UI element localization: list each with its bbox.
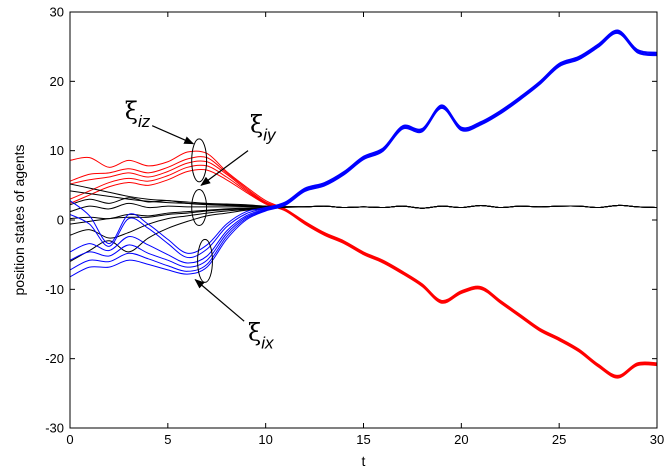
y-tick-label: 10 [50, 143, 64, 158]
series-line-z-1 [70, 156, 657, 377]
y-tick-label: 0 [57, 213, 64, 228]
axis-ticks: 0 5 10 15 20 25 30 -30 -20 -10 0 10 20 30 [45, 5, 664, 448]
xi-ix-ellipse [197, 238, 213, 283]
y-tick-label: -10 [45, 282, 64, 297]
x-tick-label: 5 [164, 432, 171, 447]
xi-ix-arrow [194, 278, 245, 322]
xi-iz-label: ξiz [125, 97, 151, 131]
y-axis-label: position states of agents [11, 145, 27, 296]
plot-area [70, 29, 657, 379]
series-line-y-12 [70, 204, 657, 263]
series-line-z-2 [70, 160, 657, 378]
x-tick-label: 10 [258, 432, 272, 447]
x-axis-label: t [362, 453, 366, 469]
series-line-y-5 [70, 183, 657, 209]
plot-frame [69, 11, 658, 429]
series-line-x-15 [70, 30, 657, 264]
xi-iy-label: ξiy [250, 111, 277, 145]
annotations: ξiz ξiy ξix [125, 97, 277, 353]
x-tick-label: 0 [66, 432, 73, 447]
y-tick-label: 20 [50, 74, 64, 89]
series-line-z-0 [70, 150, 657, 376]
xi-ix-label: ξix [248, 319, 274, 353]
xi-iy-arrow [200, 150, 249, 186]
xi-iz-arrow [151, 125, 195, 145]
series-line-x-17 [70, 32, 657, 272]
x-tick-label: 20 [454, 432, 468, 447]
series-line-y-8 [70, 202, 657, 213]
x-tick-label: 25 [552, 432, 566, 447]
series-line-z-3 [70, 164, 657, 378]
xi-iz-ellipse [191, 138, 208, 183]
series-line-x-13 [70, 29, 657, 254]
series-line-z-4 [70, 168, 657, 379]
series-line-x-14 [70, 30, 657, 259]
y-tick-label: -20 [45, 351, 64, 366]
x-tick-label: 30 [650, 432, 664, 447]
xi-iy-ellipse [191, 188, 208, 227]
y-tick-label: -30 [45, 421, 64, 436]
series-line-x-16 [70, 31, 657, 268]
y-tick-label: 30 [50, 5, 64, 20]
x-tick-label: 15 [356, 432, 370, 447]
series-line-x-18 [70, 32, 657, 278]
